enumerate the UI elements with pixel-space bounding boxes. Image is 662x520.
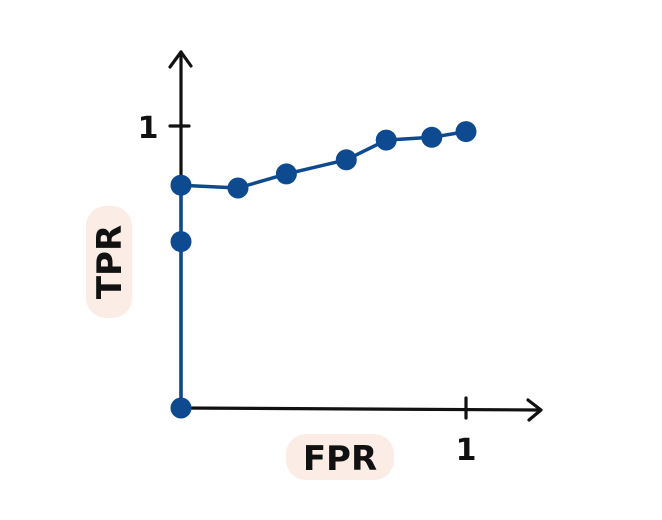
data-point <box>421 126 443 148</box>
series-line <box>179 129 468 410</box>
data-point <box>335 149 357 171</box>
data-point <box>275 163 297 185</box>
x-tick-label: 1 <box>456 433 477 468</box>
data-point <box>170 174 192 196</box>
data-point <box>455 121 477 143</box>
x-axis-line <box>179 406 542 412</box>
data-point <box>375 129 397 151</box>
y-axis-label-group: TPR <box>86 206 132 318</box>
x-axis-arrow-icon <box>526 398 543 422</box>
y-tick-label: 1 <box>138 111 159 146</box>
x-axis-label-background <box>286 434 394 480</box>
y-axis-label-background <box>86 206 132 318</box>
x-axis-label-group: FPR <box>286 434 394 480</box>
data-point <box>170 231 192 253</box>
data-point <box>170 397 192 419</box>
data-point <box>227 177 249 199</box>
y-axis-label: TPR <box>90 225 130 299</box>
y-axis: 1 <box>138 50 193 410</box>
x-axis: 1 <box>179 396 543 468</box>
y-axis-arrow-icon <box>168 50 193 69</box>
x-axis-label: FPR <box>303 439 377 479</box>
series-layer <box>170 121 477 419</box>
